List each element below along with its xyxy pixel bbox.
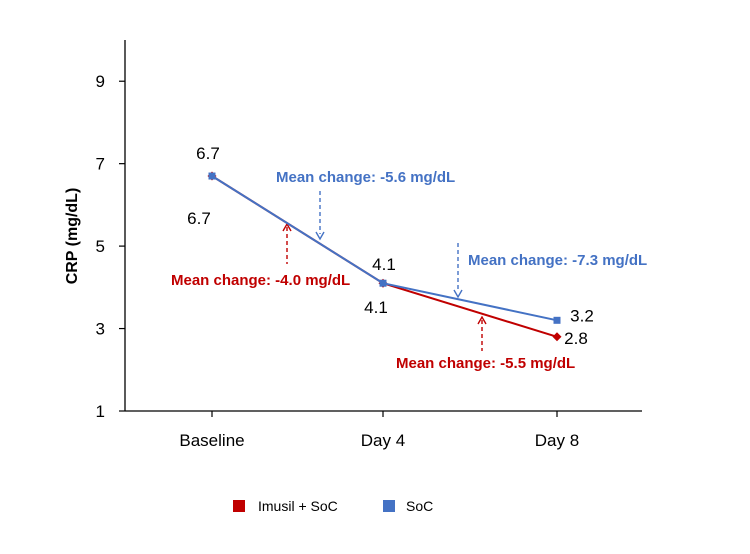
point-soc-0 <box>208 172 216 180</box>
y-tick-label-0: 1 <box>96 402 105 421</box>
x-tick-label-0: Baseline <box>179 431 244 450</box>
annotation-arrowhead-imusil-segment-2 <box>477 315 487 325</box>
legend-swatch-imusil <box>233 500 245 512</box>
point-soc-1 <box>379 279 387 287</box>
point-imusil-2 <box>552 332 562 342</box>
legend-label-imusil: Imusil + SoC <box>258 498 338 514</box>
data-label-imusil-2: 2.8 <box>564 329 588 348</box>
annotation-soc-segment-2: Mean change: -7.3 mg/dL <box>468 252 647 269</box>
annotation-imusil-segment-2: Mean change: -5.5 mg/dL <box>396 355 575 372</box>
data-label-soc-0: 6.7 <box>196 144 220 163</box>
annotation-soc-segment-1: Mean change: -5.6 mg/dL <box>276 169 455 186</box>
series-layer <box>207 171 562 342</box>
y-tick-label-1: 3 <box>96 320 105 339</box>
data-label-imusil-0: 6.7 <box>187 209 211 228</box>
x-tick-label-2: Day 8 <box>535 431 579 450</box>
annotations: Mean change: -5.6 mg/dL Mean change: -4.… <box>171 169 647 372</box>
y-tick-label-2: 5 <box>96 237 105 256</box>
legend: Imusil + SoC SoC <box>233 498 433 514</box>
y-tick-label-3: 7 <box>96 155 105 174</box>
y-tick-label-4: 9 <box>96 72 105 91</box>
annotation-arrowhead-soc-segment-2 <box>453 289 463 299</box>
data-label-soc-2: 3.2 <box>570 306 594 325</box>
data-label-imusil-1: 4.1 <box>364 298 388 317</box>
x-tick-label-1: Day 4 <box>361 431 405 450</box>
data-label-soc-1: 4.1 <box>372 255 396 274</box>
y-axis-title: CRP (mg/dL) <box>64 188 81 285</box>
legend-label-soc: SoC <box>406 498 433 514</box>
data-labels: 6.7 4.1 2.8 6.7 4.1 3.2 <box>187 144 594 348</box>
y-axis-ticks: 1 3 5 7 9 <box>96 72 125 421</box>
x-axis-ticks: Baseline Day 4 Day 8 <box>179 411 579 450</box>
point-soc-2 <box>553 316 561 324</box>
annotation-imusil-segment-1: Mean change: -4.0 mg/dL <box>171 272 350 289</box>
annotation-arrowhead-soc-segment-1 <box>315 231 325 241</box>
legend-swatch-soc <box>383 500 395 512</box>
